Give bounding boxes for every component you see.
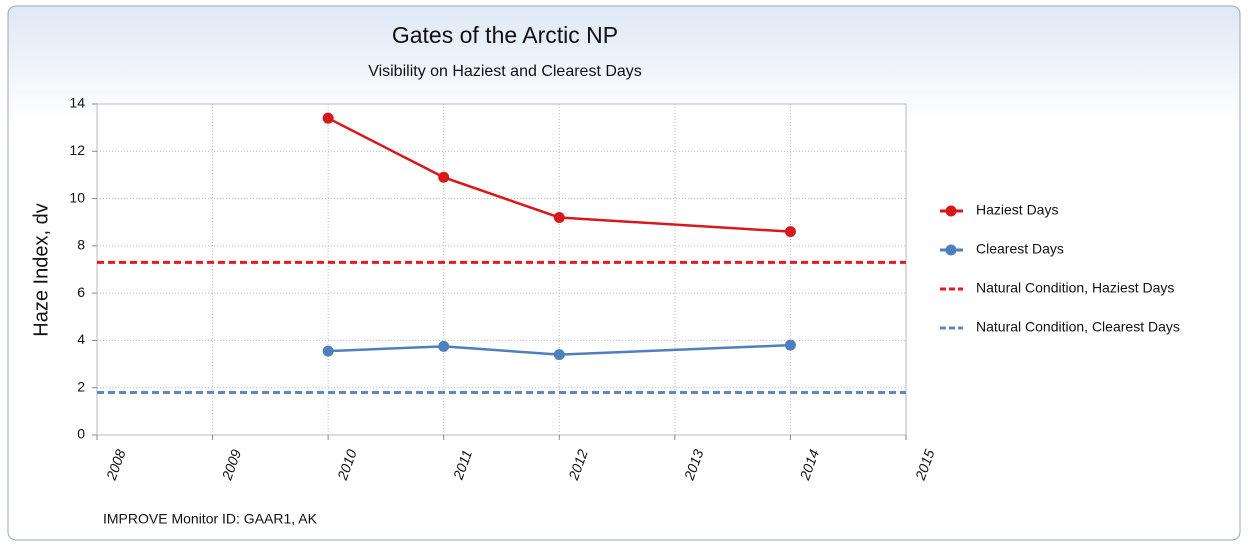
legend-marker <box>945 205 957 217</box>
y-tick-label: 8 <box>77 237 85 253</box>
y-tick-label: 14 <box>69 95 85 111</box>
chart-subtitle: Visibility on Haziest and Clearest Days <box>368 63 642 80</box>
y-tick-label: 4 <box>77 331 85 347</box>
legend-label: Natural Condition, Haziest Days <box>976 280 1174 296</box>
y-tick-label: 2 <box>77 378 85 394</box>
series-point <box>784 226 796 238</box>
chart-title: Gates of the Arctic NP <box>392 22 618 48</box>
y-tick-label: 6 <box>77 284 85 300</box>
series-point <box>553 211 565 223</box>
y-tick-label: 12 <box>69 142 85 158</box>
series-point <box>438 171 450 183</box>
series-point <box>784 339 796 351</box>
legend-label: Haziest Days <box>976 202 1058 218</box>
y-axis-label: Haze Index, dv <box>30 203 52 336</box>
series-line <box>328 343 791 356</box>
series-point <box>553 349 565 361</box>
series-line <box>327 117 791 233</box>
footnote: IMPROVE Monitor ID: GAAR1, AK <box>103 511 318 527</box>
y-tick-label: 10 <box>69 189 85 205</box>
plot-area <box>96 103 907 436</box>
legend-marker <box>945 244 957 256</box>
series-point <box>322 112 334 124</box>
y-tick-label: 0 <box>77 426 85 442</box>
series-point <box>438 340 450 352</box>
legend-label: Clearest Days <box>976 241 1064 257</box>
series-point <box>322 345 334 357</box>
legend-label: Natural Condition, Clearest Days <box>976 319 1180 335</box>
